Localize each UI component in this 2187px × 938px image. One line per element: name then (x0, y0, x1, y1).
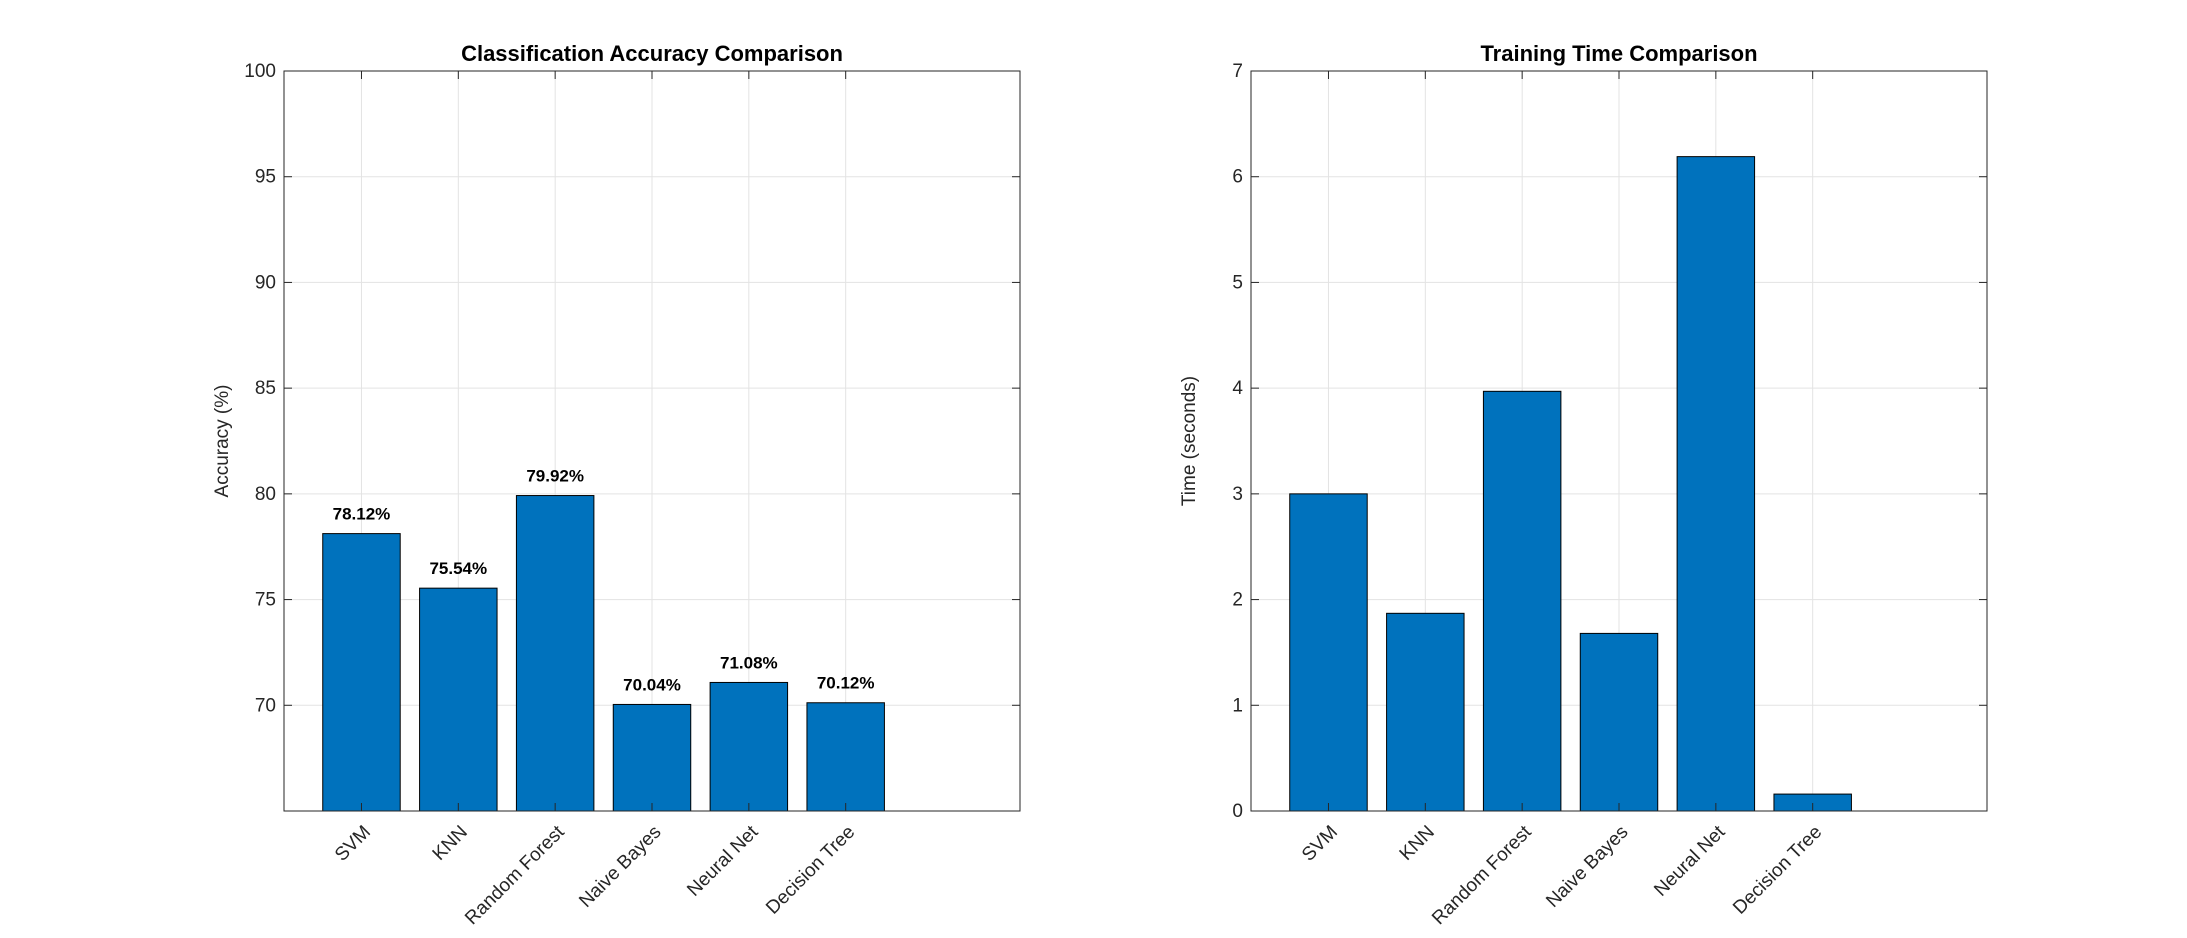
x-tick-label: SVM (1298, 822, 1342, 866)
bar-naive-bayes (612, 703, 692, 812)
x-tick-label: KNN (429, 822, 472, 865)
bar-svm (322, 533, 401, 812)
y-tick-label: 6 (1232, 167, 1243, 188)
y-tick-label: 0 (1232, 801, 1243, 822)
y-tick-label: 1 (1232, 695, 1243, 716)
chart-title: Classification Accuracy Comparison (461, 41, 843, 66)
x-tick-label: KNN (1396, 822, 1439, 865)
y-axis-label: Accuracy (%) (212, 385, 233, 498)
y-tick-label: 100 (244, 61, 276, 82)
bar-random-forest (515, 495, 595, 812)
x-tick-label: Naive Bayes (575, 822, 665, 912)
y-tick-label: 75 (255, 590, 276, 611)
data-label: 79.92% (526, 467, 584, 486)
y-tick-label: 80 (255, 484, 276, 505)
y-tick-label: 2 (1232, 590, 1243, 611)
x-tick-label: Neural Net (1650, 821, 1730, 901)
data-label: 70.12% (817, 674, 875, 693)
subplot-1: 78.12% 75.54% 79.92% 70.04% 71.08% 70.12% 70 75… (212, 41, 1021, 929)
y-tick-label: 95 (255, 167, 276, 188)
y-tick-label: 7 (1232, 61, 1243, 82)
y-tick-label: 90 (255, 272, 276, 293)
y-tick-label: 85 (255, 378, 276, 399)
bar-random-forest (1482, 390, 1562, 812)
x-tick-label: Random Forest (461, 821, 569, 929)
data-label: 75.54% (429, 559, 487, 578)
bar-naive-bayes (1579, 632, 1659, 812)
y-tick-label: 70 (255, 695, 276, 716)
x-tick-label: Decision Tree (762, 822, 859, 919)
bar-neural-net (1676, 156, 1756, 812)
data-label: 78.12% (333, 505, 391, 524)
data-label: 70.04% (623, 675, 681, 694)
bar-knn (1386, 612, 1465, 812)
bar-decision-tree (806, 702, 885, 812)
x-tick-label: Neural Net (683, 821, 763, 901)
x-tick-label: Random Forest (1428, 821, 1536, 929)
y-tick-label: 3 (1232, 484, 1243, 505)
y-axis-label: Time (seconds) (1179, 376, 1200, 506)
bar-neural-net (709, 681, 789, 812)
data-label: 71.08% (720, 653, 778, 672)
bar-knn (419, 587, 498, 812)
bar-svm (1289, 493, 1368, 812)
x-tick-label: SVM (331, 822, 375, 866)
chart-title: Training Time Comparison (1480, 41, 1757, 66)
x-tick-label: Naive Bayes (1542, 822, 1632, 912)
x-tick-label: Decision Tree (1729, 822, 1826, 919)
y-tick-label: 5 (1232, 272, 1243, 293)
y-tick-label: 4 (1232, 378, 1243, 399)
